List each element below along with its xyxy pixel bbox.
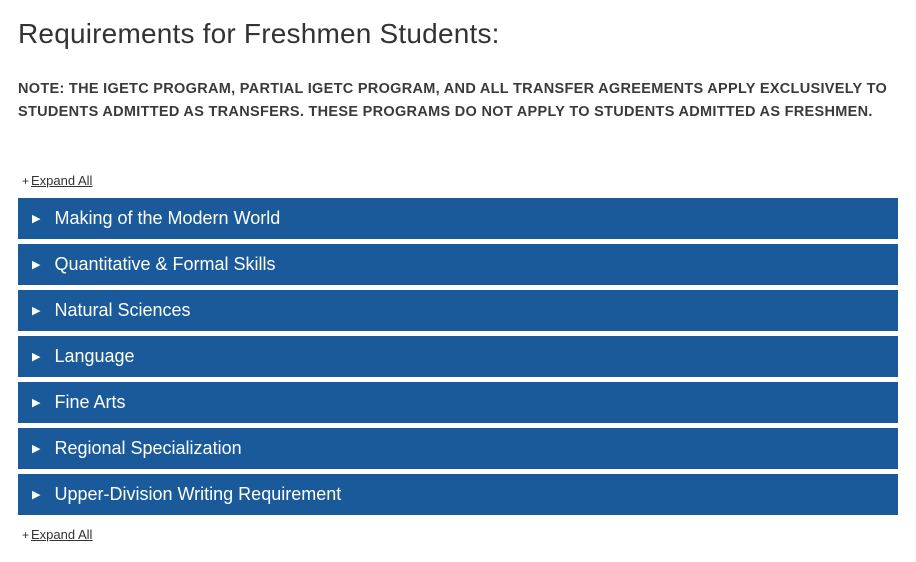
triangle-right-icon: ▶ bbox=[32, 304, 40, 317]
accordion-label: Regional Specialization bbox=[54, 438, 241, 459]
accordion-list: ▶ Making of the Modern World ▶ Quantitat… bbox=[18, 198, 898, 515]
triangle-right-icon: ▶ bbox=[32, 488, 40, 501]
triangle-right-icon: ▶ bbox=[32, 212, 40, 225]
accordion-item-language[interactable]: ▶ Language bbox=[18, 336, 898, 377]
expand-all-label: Expand All bbox=[31, 527, 92, 542]
note-text: NOTE: THE IGETC PROGRAM, PARTIAL IGETC P… bbox=[18, 78, 898, 124]
accordion-label: Fine Arts bbox=[54, 392, 125, 413]
accordion-item-writing[interactable]: ▶ Upper-Division Writing Requirement bbox=[18, 474, 898, 515]
expand-all-top[interactable]: +Expand All bbox=[22, 173, 92, 188]
accordion-label: Making of the Modern World bbox=[54, 208, 280, 229]
accordion-label: Upper-Division Writing Requirement bbox=[54, 484, 341, 505]
triangle-right-icon: ▶ bbox=[32, 442, 40, 455]
accordion-label: Natural Sciences bbox=[54, 300, 190, 321]
triangle-right-icon: ▶ bbox=[32, 396, 40, 409]
expand-all-label: Expand All bbox=[31, 173, 92, 188]
accordion-item-natural-sciences[interactable]: ▶ Natural Sciences bbox=[18, 290, 898, 331]
accordion-item-modern-world[interactable]: ▶ Making of the Modern World bbox=[18, 198, 898, 239]
accordion-item-quantitative[interactable]: ▶ Quantitative & Formal Skills bbox=[18, 244, 898, 285]
accordion-item-regional[interactable]: ▶ Regional Specialization bbox=[18, 428, 898, 469]
triangle-right-icon: ▶ bbox=[32, 258, 40, 271]
plus-icon: + bbox=[22, 528, 29, 542]
plus-icon: + bbox=[22, 174, 29, 188]
accordion-label: Quantitative & Formal Skills bbox=[54, 254, 275, 275]
triangle-right-icon: ▶ bbox=[32, 350, 40, 363]
accordion-label: Language bbox=[54, 346, 134, 367]
expand-all-bottom[interactable]: +Expand All bbox=[22, 527, 92, 542]
accordion-item-fine-arts[interactable]: ▶ Fine Arts bbox=[18, 382, 898, 423]
page-title: Requirements for Freshmen Students: bbox=[18, 18, 898, 50]
